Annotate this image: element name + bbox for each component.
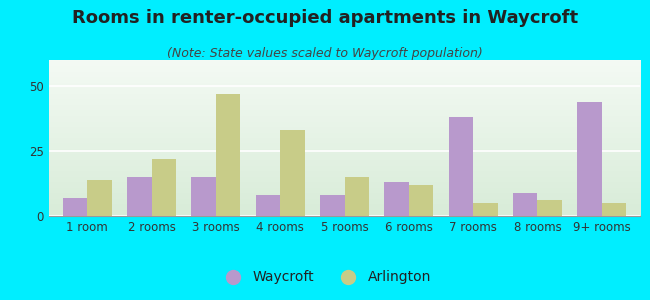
Bar	[384, 182, 409, 216]
Bar	[87, 180, 112, 216]
Bar	[344, 177, 369, 216]
Bar	[538, 200, 562, 216]
Bar	[577, 102, 602, 216]
Bar	[127, 177, 151, 216]
Text: (Note: State values scaled to Waycroft population): (Note: State values scaled to Waycroft p…	[167, 46, 483, 59]
Bar	[409, 185, 433, 216]
Bar	[216, 94, 240, 216]
Legend: Waycroft, Arlington: Waycroft, Arlington	[213, 265, 437, 290]
Bar	[448, 117, 473, 216]
Bar	[256, 195, 280, 216]
Bar	[63, 198, 87, 216]
Bar	[513, 193, 538, 216]
Text: Rooms in renter-occupied apartments in Waycroft: Rooms in renter-occupied apartments in W…	[72, 9, 578, 27]
Bar	[151, 159, 176, 216]
Bar	[602, 203, 626, 216]
Bar	[280, 130, 305, 216]
Bar	[192, 177, 216, 216]
Bar	[320, 195, 345, 216]
Bar	[473, 203, 497, 216]
